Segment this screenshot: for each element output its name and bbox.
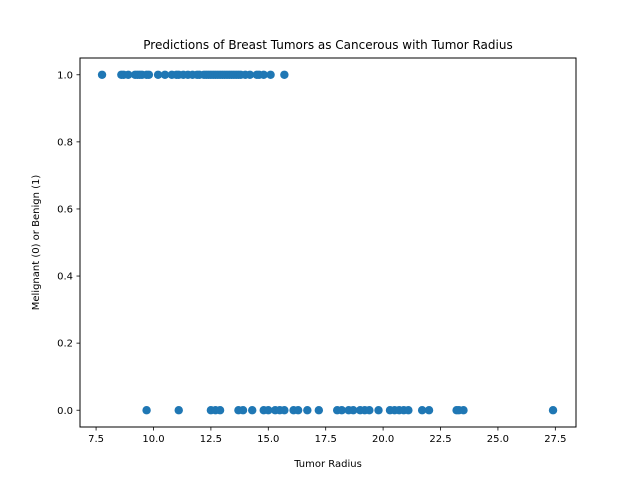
data-point xyxy=(293,406,303,415)
x-axis-label: Tumor Radius xyxy=(293,459,362,470)
data-point xyxy=(424,406,434,415)
x-tick-label: 17.5 xyxy=(315,434,337,445)
data-point xyxy=(548,406,558,415)
data-point xyxy=(374,406,383,415)
data-point xyxy=(404,406,413,415)
y-tick-label: 0.4 xyxy=(57,272,73,283)
data-point xyxy=(215,406,225,415)
y-tick-label: 1.0 xyxy=(57,70,73,81)
y-tick-label: 0.6 xyxy=(57,205,73,216)
data-point xyxy=(365,406,374,415)
data-point xyxy=(238,406,248,415)
data-points xyxy=(97,70,558,415)
data-point xyxy=(314,406,324,415)
chart-title: Predictions of Breast Tumors as Cancerou… xyxy=(143,38,512,52)
y-tick-label: 0.8 xyxy=(57,137,73,148)
data-point xyxy=(303,406,312,415)
data-point xyxy=(264,406,273,415)
data-point xyxy=(259,70,268,79)
data-point xyxy=(248,406,257,415)
y-axis-ticks: 0.0 0.2 0.4 0.6 0.8 1.0 xyxy=(57,70,80,417)
x-tick-label: 22.5 xyxy=(429,434,451,445)
plot-frame xyxy=(79,57,577,428)
x-tick-label: 10.0 xyxy=(142,434,164,445)
data-point xyxy=(280,406,289,415)
x-tick-label: 12.5 xyxy=(200,434,222,445)
data-point xyxy=(266,70,275,79)
x-tick-label: 27.5 xyxy=(544,434,566,445)
data-point xyxy=(174,406,183,415)
data-point xyxy=(160,70,170,79)
data-point xyxy=(280,70,289,79)
data-point xyxy=(144,70,154,79)
data-point xyxy=(124,70,133,79)
x-tick-label: 15.0 xyxy=(257,434,279,445)
x-tick-label: 25.0 xyxy=(487,434,509,445)
data-point xyxy=(142,406,151,415)
y-tick-label: 0.0 xyxy=(57,406,73,417)
data-point xyxy=(97,70,107,79)
data-point xyxy=(245,70,255,79)
data-point xyxy=(459,406,468,415)
x-tick-label: 20.0 xyxy=(372,434,394,445)
y-tick-label: 0.2 xyxy=(57,339,73,350)
data-point xyxy=(337,406,346,415)
data-point xyxy=(153,70,163,79)
data-point xyxy=(417,406,427,415)
x-axis-ticks: 7.5 10.0 12.5 15.0 17.5 20.0 22.5 25.0 27.5 xyxy=(88,427,566,445)
data-point xyxy=(349,406,358,415)
y-axis-label: Melignant (0) or Benign (1) xyxy=(31,175,42,311)
x-tick-label: 7.5 xyxy=(88,434,104,445)
